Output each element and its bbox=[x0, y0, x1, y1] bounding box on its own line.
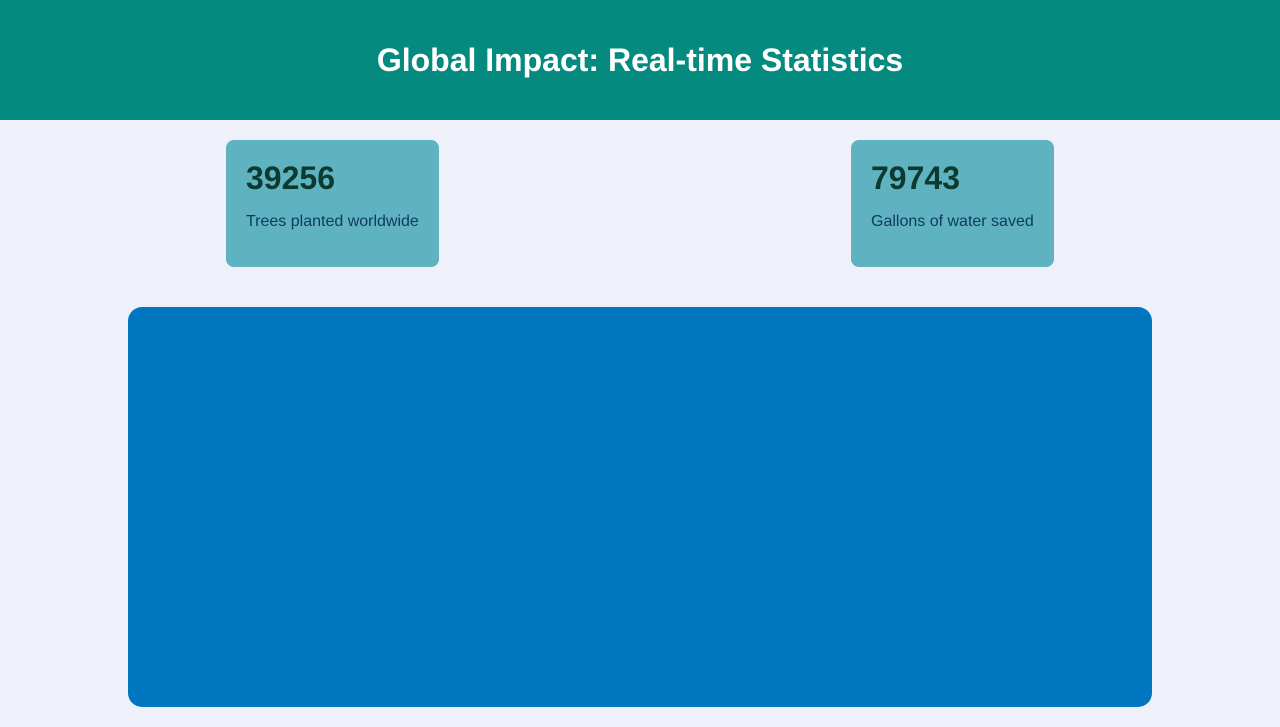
trees-label: Trees planted worldwide bbox=[246, 213, 419, 230]
trees-count: 39256 bbox=[246, 160, 335, 196]
page-title: Global Impact: Real-time Statistics bbox=[376, 41, 904, 78]
stat-card-water: 79743 Gallons of water saved bbox=[851, 140, 1054, 267]
impact-visual-panel bbox=[128, 307, 1152, 707]
page-header: Global Impact: Real-time Statistics bbox=[0, 0, 1280, 120]
stat-card-trees: 39256 Trees planted worldwide bbox=[226, 140, 439, 267]
water-label: Gallons of water saved bbox=[871, 213, 1034, 230]
water-count: 79743 bbox=[871, 160, 960, 196]
